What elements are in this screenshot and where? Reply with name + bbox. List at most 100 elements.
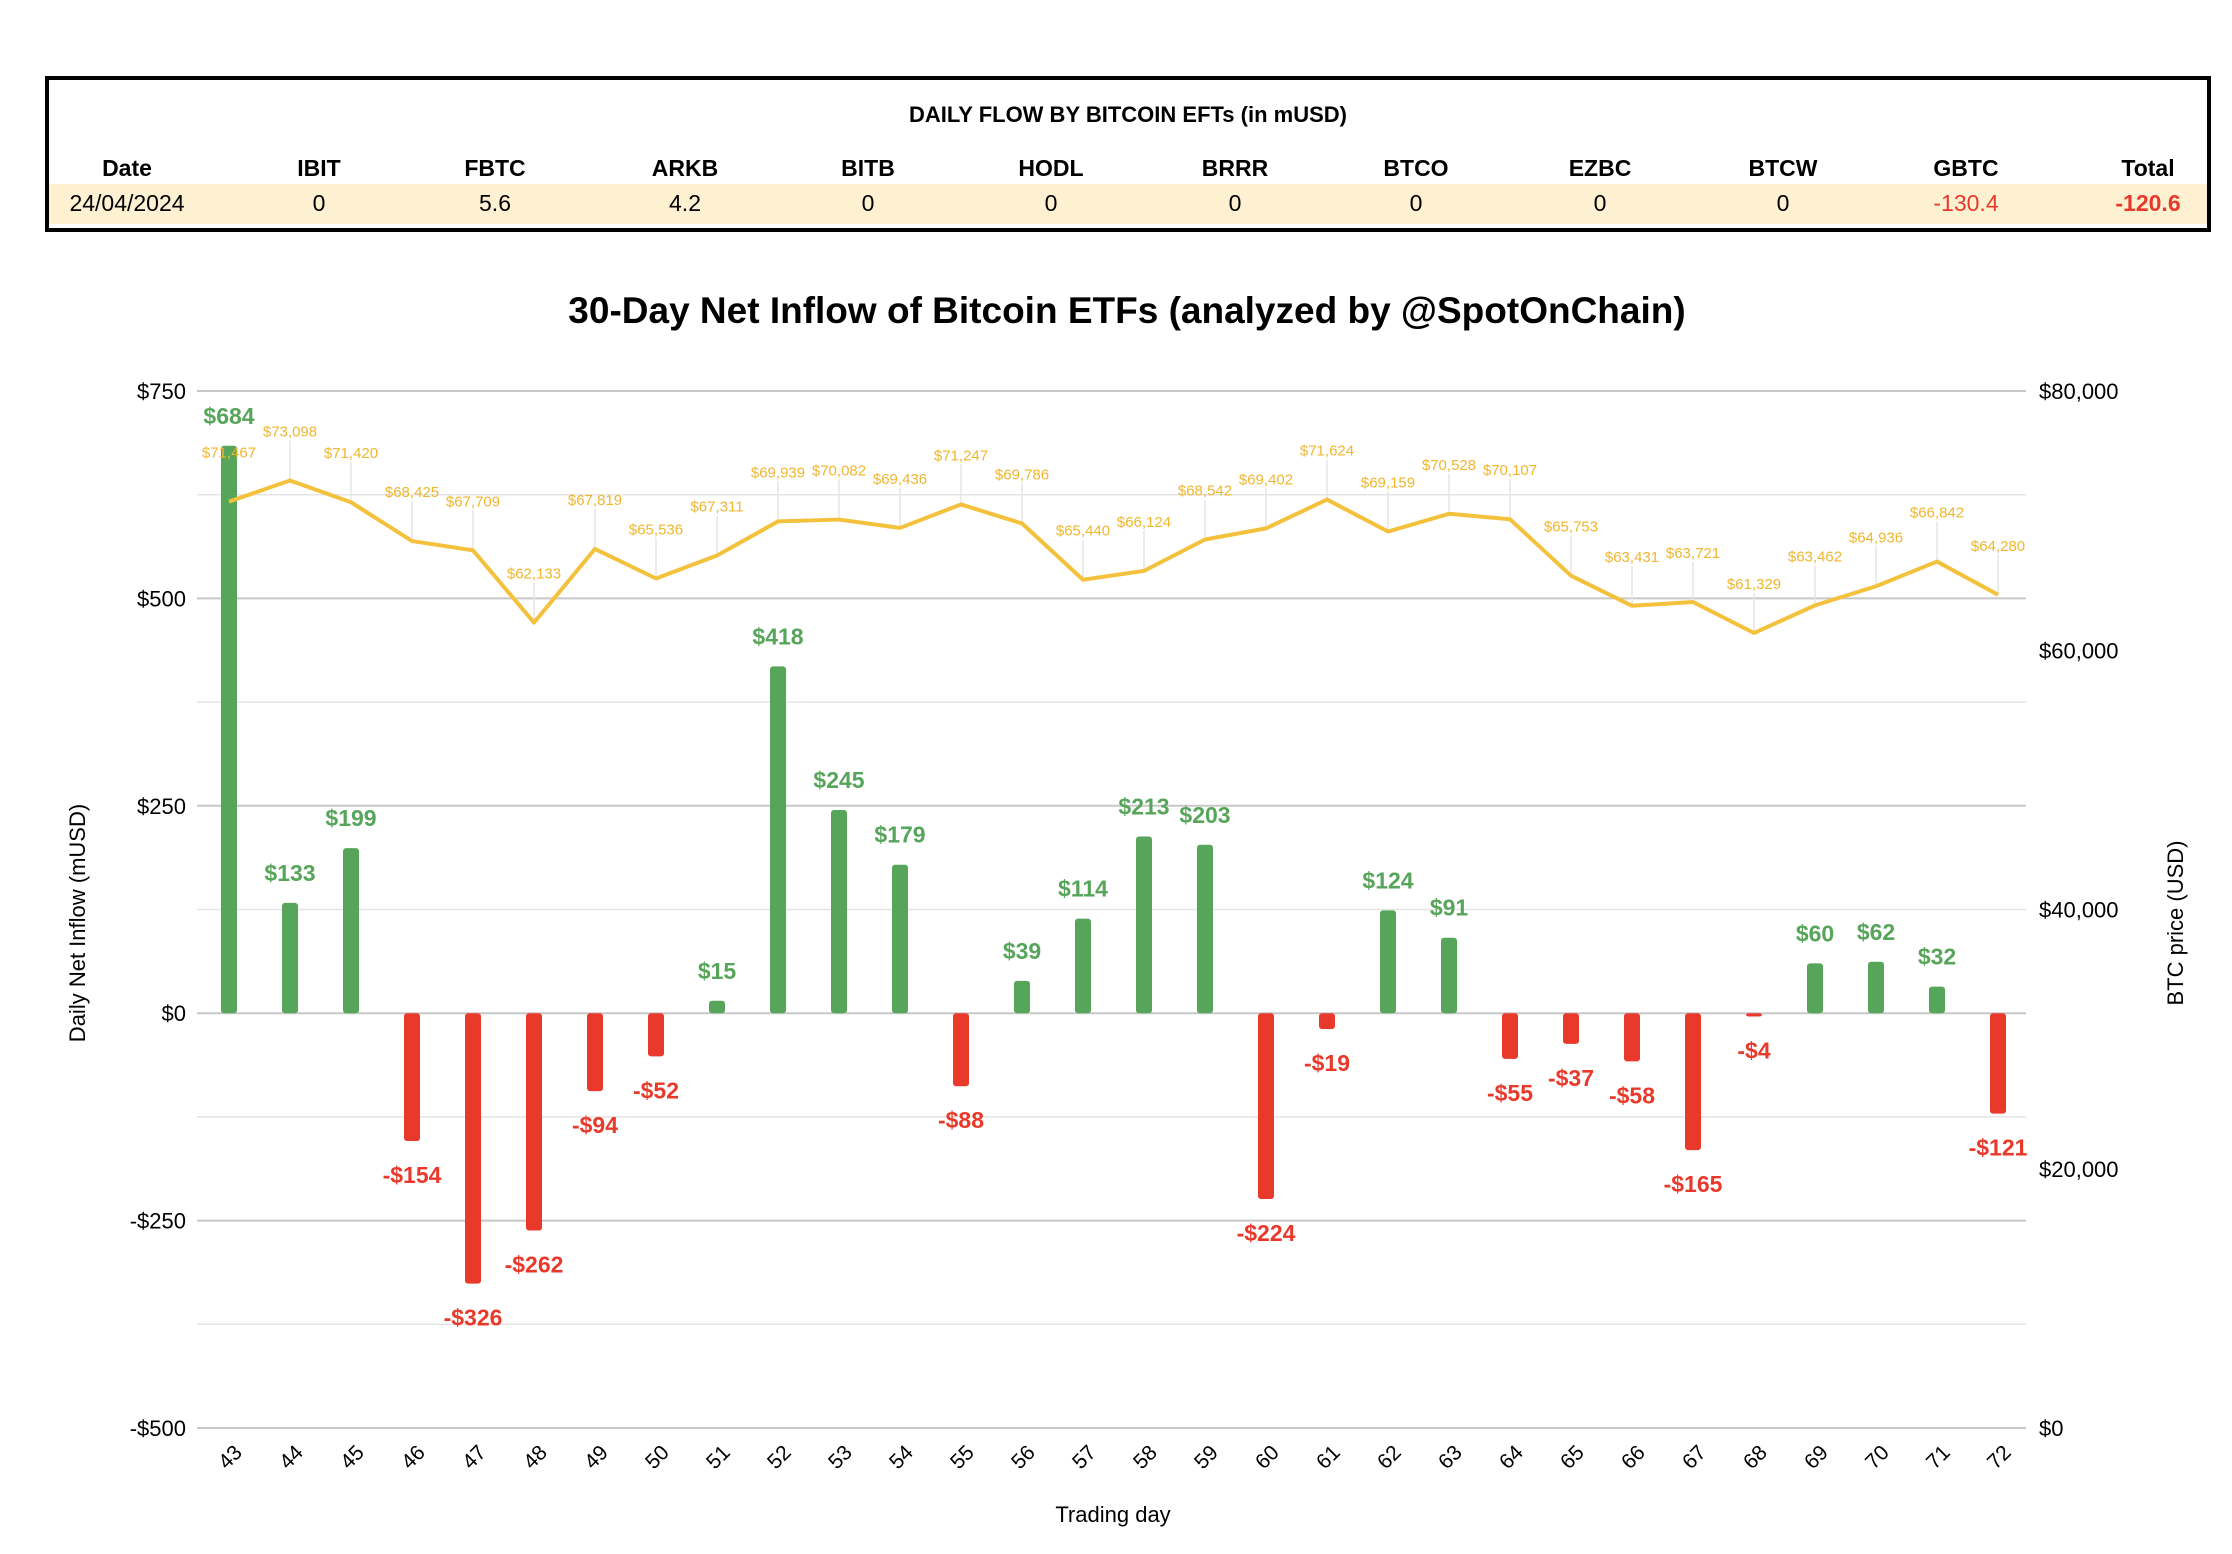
y-tick-label: $250 <box>137 794 186 819</box>
price-label: $68,542 <box>1178 483 1232 500</box>
y-right-tick-label: $60,000 <box>2039 638 2119 663</box>
price-label: $69,402 <box>1239 471 1293 488</box>
x-tick-label: 57 <box>1068 1441 1101 1474</box>
cell-btcw: 0 <box>1776 190 1790 216</box>
y-axis-label: Daily Net Inflow (mUSD) <box>65 804 90 1042</box>
price-label: $67,311 <box>690 498 743 515</box>
price-label: $70,528 <box>1422 457 1476 474</box>
bar-day-68 <box>1746 1013 1762 1017</box>
bar-day-51 <box>709 1000 725 1014</box>
table-row-background <box>49 184 2207 224</box>
y-tick-label: -$250 <box>130 1209 186 1234</box>
bar-day-70 <box>1868 961 1884 1014</box>
bar-value-label: $39 <box>1003 938 1041 964</box>
cell-fbtc: 5.6 <box>479 190 511 216</box>
cell-arkb: 4.2 <box>669 190 701 216</box>
x-tick-label: 68 <box>1739 1441 1772 1474</box>
price-label: $66,842 <box>1910 505 1964 522</box>
column-header-ezbc: EZBC <box>1568 155 1632 181</box>
bar-day-72 <box>1990 1013 2006 1114</box>
bar-day-59 <box>1197 844 1213 1014</box>
bar-day-53 <box>831 809 847 1014</box>
x-tick-label: 47 <box>458 1441 491 1474</box>
x-tick-label: 72 <box>1983 1441 2016 1474</box>
bar-day-44 <box>282 902 298 1014</box>
bar-value-label: -$94 <box>572 1112 618 1138</box>
x-tick-label: 49 <box>580 1441 613 1474</box>
column-header-btco: BTCO <box>1383 155 1449 181</box>
price-label: $70,082 <box>812 463 866 480</box>
cell-btco: 0 <box>1409 190 1423 216</box>
column-header-bitb: BITB <box>841 155 895 181</box>
cell-total: -120.6 <box>2115 190 2181 216</box>
chart-title: 30-Day Net Inflow of Bitcoin ETFs (analy… <box>568 290 1685 331</box>
y-right-tick-label: $80,000 <box>2039 379 2119 404</box>
price-label: $63,721 <box>1666 545 1720 562</box>
bar-value-label: $179 <box>874 822 925 848</box>
bar-day-55 <box>953 1013 969 1087</box>
bar-value-label: $62 <box>1857 919 1895 945</box>
bar-day-50 <box>648 1013 664 1057</box>
y-axis-right-label: BTC price (USD) <box>2163 840 2188 1005</box>
column-header-fbtc: FBTC <box>464 155 526 181</box>
x-tick-label: 43 <box>214 1441 247 1474</box>
x-tick-label: 51 <box>702 1441 735 1474</box>
bar-value-label: $213 <box>1118 793 1169 819</box>
bar-day-54 <box>892 864 908 1014</box>
bar-value-label: -$121 <box>1969 1135 2028 1161</box>
bar-value-label: -$262 <box>505 1252 564 1278</box>
x-tick-label: 62 <box>1373 1441 1406 1474</box>
bar-value-label: $684 <box>203 403 254 429</box>
price-label: $68,425 <box>385 484 439 501</box>
bar-value-label: $203 <box>1179 802 1230 828</box>
bar-value-label: $418 <box>752 623 803 649</box>
x-tick-label: 50 <box>641 1441 674 1474</box>
x-tick-label: 55 <box>946 1441 979 1474</box>
x-tick-label: 46 <box>397 1441 430 1474</box>
price-label: $69,939 <box>751 464 805 481</box>
x-tick-label: 45 <box>336 1441 369 1474</box>
bar-day-49 <box>587 1013 603 1092</box>
x-tick-label: 65 <box>1556 1441 1589 1474</box>
bar-value-label: -$58 <box>1609 1082 1655 1108</box>
price-label: $69,786 <box>995 466 1049 483</box>
bar-day-61 <box>1319 1013 1335 1029</box>
price-label: $67,819 <box>568 492 622 509</box>
x-tick-label: 60 <box>1251 1441 1284 1474</box>
cell-ezbc: 0 <box>1593 190 1607 216</box>
column-header-ibit: IBIT <box>297 155 341 181</box>
x-tick-label: 44 <box>275 1441 308 1474</box>
price-label: $69,159 <box>1361 475 1415 492</box>
bar-value-label: $60 <box>1796 920 1834 946</box>
column-header-arkb: ARKB <box>651 155 719 181</box>
x-tick-label: 67 <box>1678 1441 1711 1474</box>
x-tick-label: 63 <box>1434 1441 1467 1474</box>
bar-value-label: -$165 <box>1664 1171 1723 1197</box>
price-label: $65,753 <box>1544 519 1598 536</box>
bar-day-60 <box>1258 1013 1274 1200</box>
daily-flow-table: DAILY FLOW BY BITCOIN EFTs (in mUSD) Dat… <box>45 76 2211 232</box>
bar-value-label: $91 <box>1430 895 1469 921</box>
price-label: $64,280 <box>1971 538 2025 555</box>
y-tick-label: $750 <box>137 379 186 404</box>
cell-hodl: 0 <box>1044 190 1058 216</box>
bar-value-label: $15 <box>698 958 737 984</box>
price-label: $65,536 <box>629 521 683 538</box>
cell-gbtc: -130.4 <box>1933 190 1999 216</box>
bar-value-label: -$326 <box>444 1305 503 1331</box>
bar-day-45 <box>343 848 359 1014</box>
cell-ibit: 0 <box>312 190 326 216</box>
bar-day-71 <box>1929 986 1945 1014</box>
bar-value-label: $199 <box>325 805 376 831</box>
x-tick-label: 66 <box>1617 1441 1650 1474</box>
price-label: $64,936 <box>1849 529 1903 546</box>
cell-brrr: 0 <box>1228 190 1242 216</box>
x-tick-label: 52 <box>763 1441 796 1474</box>
x-tick-label: 54 <box>885 1441 918 1474</box>
y-right-tick-label: $40,000 <box>2039 898 2119 923</box>
x-tick-label: 69 <box>1800 1441 1833 1474</box>
y-right-tick-label: $0 <box>2039 1416 2063 1441</box>
price-label: $63,431 <box>1605 549 1659 566</box>
price-label: $69,436 <box>873 471 927 488</box>
x-axis-label: Trading day <box>1055 1502 1170 1527</box>
